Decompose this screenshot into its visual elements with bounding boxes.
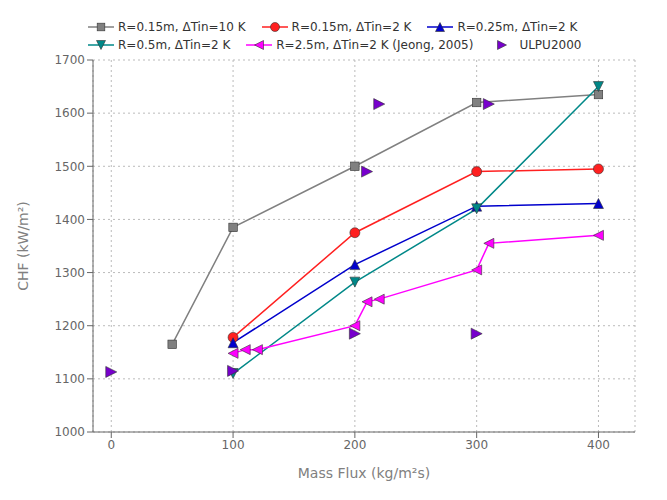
svg-text:400: 400 xyxy=(587,438,610,452)
svg-text:1000: 1000 xyxy=(54,425,85,439)
svg-text:1200: 1200 xyxy=(54,319,85,333)
svg-text:1400: 1400 xyxy=(54,213,85,227)
html-text:R=0.5m, ΔTin=2 K: R=0.5m, ΔTin=2 K xyxy=(118,38,231,52)
svg-text:0: 0 xyxy=(107,438,115,452)
svg-text:1100: 1100 xyxy=(54,372,85,386)
html-text:R=0.25m, ΔTin=2 K: R=0.25m, ΔTin=2 K xyxy=(457,20,578,34)
svg-text:300: 300 xyxy=(465,438,488,452)
svg-text:1600: 1600 xyxy=(54,106,85,120)
svg-text:200: 200 xyxy=(343,438,366,452)
html-text:R=2.5m, ΔTin=2 K (Jeong, 2005): R=2.5m, ΔTin=2 K (Jeong, 2005) xyxy=(276,38,474,52)
html-text:R=0.15m, ΔTin=10 K: R=0.15m, ΔTin=10 K xyxy=(118,20,246,34)
svg-text:CHF (kW/m²): CHF (kW/m²) xyxy=(15,201,31,291)
svg-text:1500: 1500 xyxy=(54,160,85,174)
svg-text:1300: 1300 xyxy=(54,266,85,280)
html-text:R=0.15m, ΔTin=2 K: R=0.15m, ΔTin=2 K xyxy=(291,20,412,34)
svg-text:1700: 1700 xyxy=(54,53,85,67)
svg-text:Mass Flux (kg/m²s): Mass Flux (kg/m²s) xyxy=(298,465,430,481)
html-text:ULPU2000: ULPU2000 xyxy=(519,38,582,52)
svg-text:100: 100 xyxy=(222,438,245,452)
